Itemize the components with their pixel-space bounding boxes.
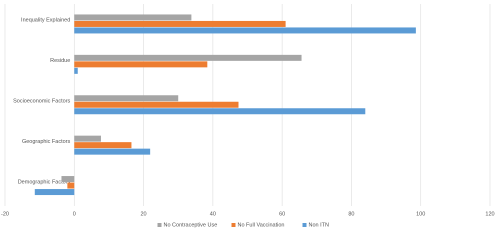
chart: -20 0 20 40 60 80 100 120 Inequality Explained Re… [1, 4, 495, 228]
bar [74, 95, 179, 102]
legend-swatch [157, 223, 162, 227]
bar [74, 135, 101, 142]
x-tick-label: 100 [416, 211, 425, 217]
category-label: Geographic Factors [22, 139, 71, 145]
bar [61, 176, 75, 183]
legend-swatch [302, 223, 307, 227]
bar [74, 61, 208, 68]
x-tick-label: 20 [141, 211, 147, 217]
bar [74, 20, 286, 27]
bar [67, 182, 75, 189]
x-tick-label: 120 [485, 211, 494, 217]
x-tick-label: 0 [73, 211, 76, 217]
legend-label: No Contraceptive Use [164, 222, 218, 228]
bar [74, 101, 239, 108]
category-label: Socioeconomic Factors [13, 98, 70, 104]
legend-swatch [231, 223, 236, 227]
bar [74, 142, 132, 149]
category-label: Demographic Factors [18, 179, 71, 185]
bar [74, 67, 78, 74]
legend-label: Non ITN [309, 222, 330, 228]
legend-label: No Full Vaccination [238, 222, 285, 228]
bar [74, 108, 366, 115]
x-tick-label: -20 [1, 211, 9, 217]
x-tick-label: 40 [210, 211, 216, 217]
bar [74, 148, 151, 155]
bar [74, 14, 192, 21]
bar [74, 54, 302, 61]
x-tick-label: 60 [279, 211, 285, 217]
category-label: Residue [50, 58, 70, 64]
x-tick-label: 80 [348, 211, 354, 217]
bar [74, 27, 416, 34]
bar [34, 189, 75, 196]
category-label: Inequality Explained [21, 18, 70, 24]
